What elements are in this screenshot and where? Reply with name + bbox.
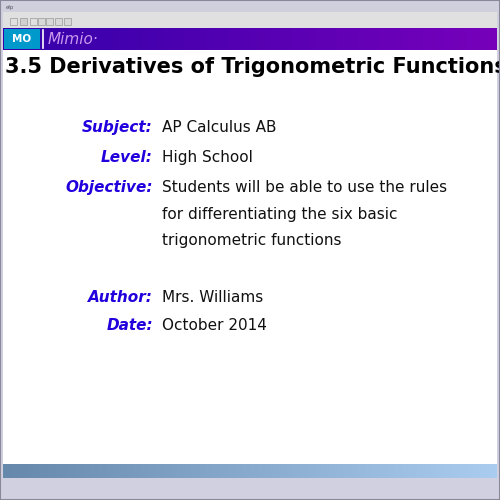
Text: Mimio·: Mimio· xyxy=(48,32,99,46)
Bar xyxy=(3,12,497,28)
Text: Author:: Author: xyxy=(88,290,153,305)
Bar xyxy=(20,18,27,25)
Bar xyxy=(3,464,497,478)
Bar xyxy=(46,18,53,25)
Text: Objective:: Objective: xyxy=(66,180,153,195)
Text: October 2014: October 2014 xyxy=(162,318,267,333)
Bar xyxy=(3,28,497,50)
Bar xyxy=(3,50,497,478)
Text: Level:: Level: xyxy=(101,150,153,165)
Bar xyxy=(3,3,497,12)
Text: MO: MO xyxy=(12,34,32,44)
Bar xyxy=(3,474,497,478)
Text: elp: elp xyxy=(6,6,14,10)
Bar xyxy=(38,18,45,25)
Text: Students will be able to use the rules: Students will be able to use the rules xyxy=(162,180,447,195)
Text: trigonometric functions: trigonometric functions xyxy=(162,233,342,248)
Bar xyxy=(64,18,71,25)
Bar xyxy=(4,29,40,49)
Text: Date:: Date: xyxy=(106,318,153,333)
Text: for differentiating the six basic: for differentiating the six basic xyxy=(162,207,398,222)
Text: Subject:: Subject: xyxy=(82,120,153,135)
Text: 3.5 Derivatives of Trigonometric Functions: 3.5 Derivatives of Trigonometric Functio… xyxy=(5,57,500,77)
Text: Mrs. Williams: Mrs. Williams xyxy=(162,290,263,305)
Bar xyxy=(30,18,37,25)
Bar xyxy=(10,18,17,25)
Text: AP Calculus AB: AP Calculus AB xyxy=(162,120,276,135)
Bar xyxy=(55,18,62,25)
Text: High School: High School xyxy=(162,150,253,165)
